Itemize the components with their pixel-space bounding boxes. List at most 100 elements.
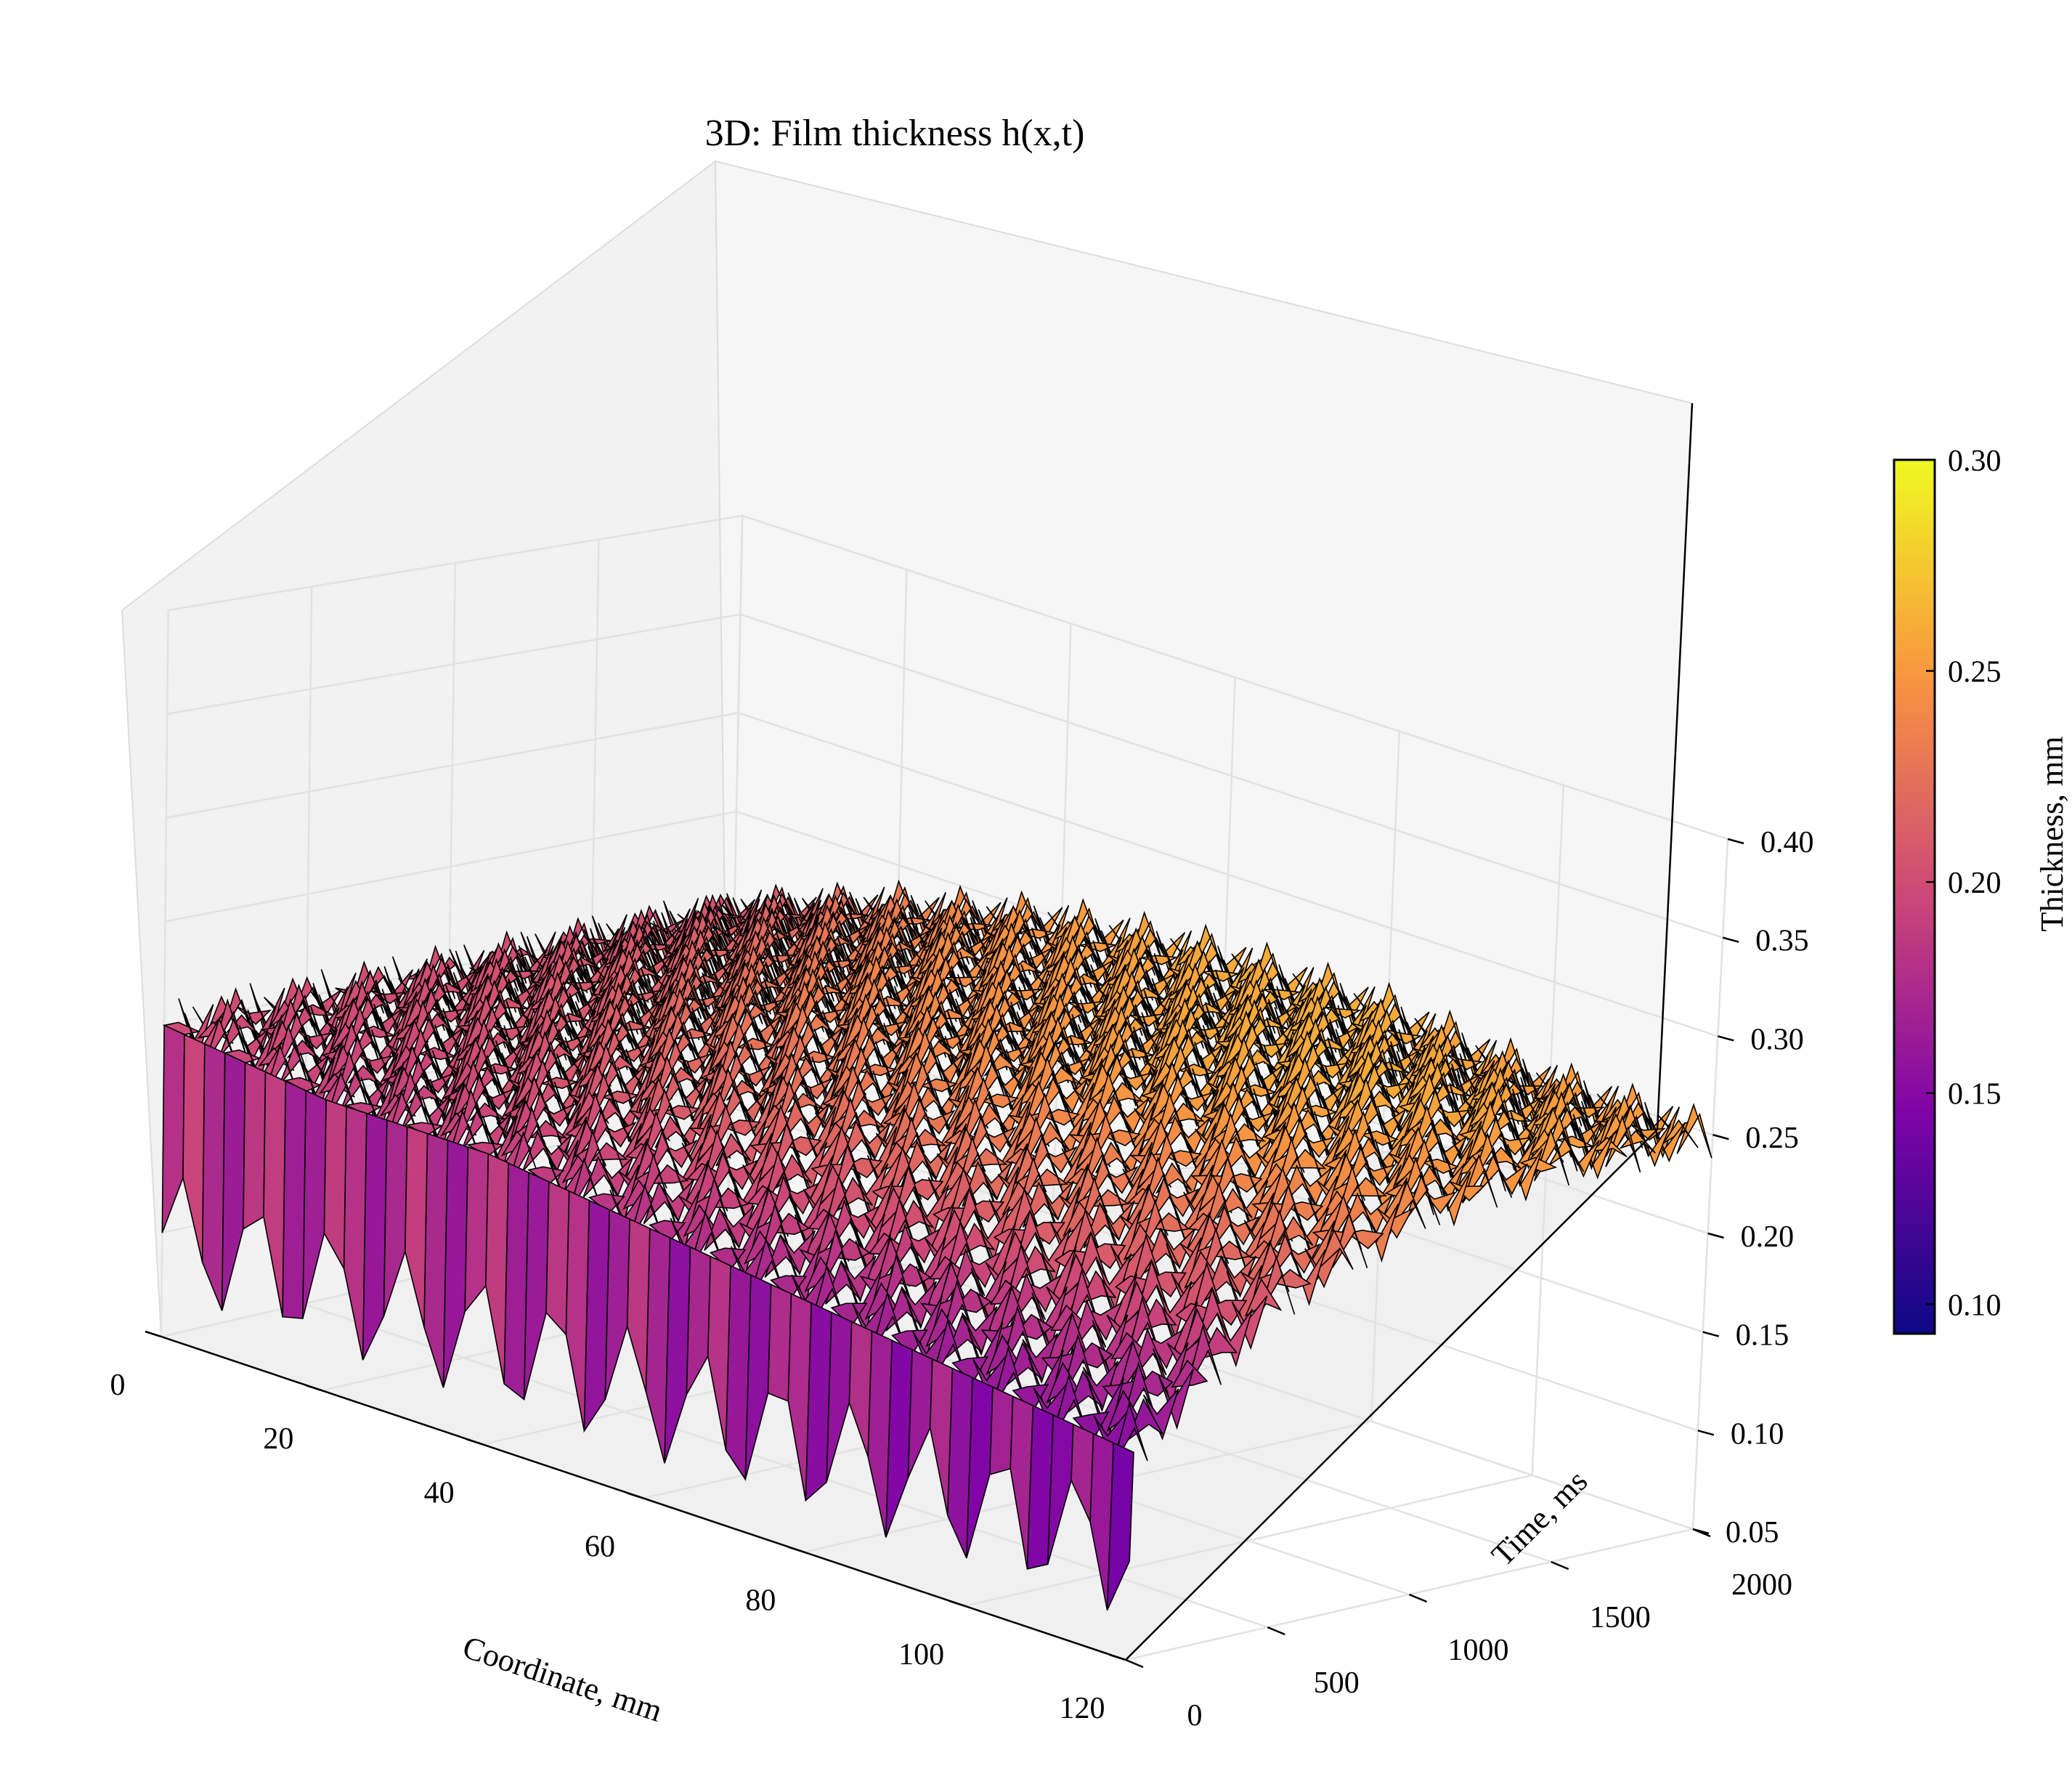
surface-patch xyxy=(1028,1221,1065,1245)
surface-skirt xyxy=(989,1386,1014,1475)
surface-patch xyxy=(1066,898,1103,952)
surface-patch xyxy=(643,1180,679,1225)
surface-patch xyxy=(1117,947,1154,1002)
z-tick-label: 0.35 xyxy=(1755,925,1809,958)
surface-skirt xyxy=(243,1061,267,1231)
z-tick-mark xyxy=(1697,1430,1715,1436)
x-tick-label: 40 xyxy=(424,1476,455,1510)
surface-skirt xyxy=(767,1283,792,1403)
x-tick-mark xyxy=(948,1600,966,1608)
surface-patch xyxy=(1507,1143,1543,1202)
surface-patch xyxy=(1548,1137,1585,1172)
x-tick-mark xyxy=(1109,1653,1126,1661)
y-tick-label: 500 xyxy=(1314,1666,1360,1700)
surface-patch xyxy=(778,1025,814,1076)
surface-patch xyxy=(1150,1271,1187,1298)
z-tick-label: 0.10 xyxy=(1731,1417,1784,1451)
y-tick-label: 0 xyxy=(1187,1699,1203,1733)
surface-patch xyxy=(655,1006,692,1055)
y-ticks: 0 500 1000 1500 2000 xyxy=(1125,1528,1792,1733)
surface-patch xyxy=(1398,1156,1434,1215)
surface-patch xyxy=(1145,1329,1184,1369)
z-tick-mark xyxy=(1717,1035,1734,1042)
surface-patch xyxy=(889,1108,925,1155)
z-tick-mark xyxy=(1707,1232,1724,1239)
surface-patch xyxy=(1031,1055,1067,1115)
z-tick-label: 0.40 xyxy=(1760,826,1814,859)
surface-patch xyxy=(773,1079,809,1138)
x-tick-mark xyxy=(787,1546,805,1553)
surface-patch xyxy=(1025,1050,1061,1095)
colorbar-label: Thickness, mm xyxy=(2034,737,2070,932)
z-tick-mark xyxy=(1727,838,1744,845)
surface-patch xyxy=(995,922,1031,976)
surface-patch xyxy=(592,1018,628,1073)
surface-patch xyxy=(972,1018,1008,1071)
x-axis-label: Coordinate, mm xyxy=(458,1629,667,1729)
surface-patch xyxy=(1071,1166,1108,1215)
surface-patch xyxy=(470,994,506,1048)
surface-patch xyxy=(397,1044,433,1100)
surface-patch xyxy=(1105,1082,1145,1105)
y-tick-label: 1000 xyxy=(1448,1634,1509,1667)
surface-patch xyxy=(1007,1187,1044,1249)
y-tick-label: 2000 xyxy=(1731,1568,1792,1602)
surface-patch xyxy=(1405,1174,1441,1225)
surface-skirt xyxy=(1106,1442,1134,1611)
x-ticks: 0 20 40 60 80 100 120 xyxy=(110,1330,1126,1725)
surface-patch xyxy=(1033,1030,1069,1085)
surface-patch xyxy=(1103,1129,1142,1147)
surface-patch xyxy=(950,1126,986,1175)
surface-patch xyxy=(764,1104,801,1162)
surface-patch xyxy=(1105,1005,1141,1061)
y-tick-mark xyxy=(1267,1626,1285,1636)
y-tick-label: 1500 xyxy=(1590,1601,1651,1634)
surface-patch xyxy=(1210,1300,1248,1326)
x-tick-mark xyxy=(627,1492,644,1499)
surface-patch xyxy=(788,981,824,1033)
colorbar-ticks: 0.10 0.15 0.20 0.25 0.30 xyxy=(1926,445,2002,1322)
z-tick-label: 0.15 xyxy=(1736,1319,1789,1353)
surface-patch xyxy=(1181,939,1217,991)
z-tick-mark xyxy=(1722,936,1739,943)
x-tick-label: 20 xyxy=(263,1422,293,1456)
z-tick-label: 0.05 xyxy=(1726,1516,1779,1549)
surface-patch xyxy=(631,1141,667,1191)
surface-skirt xyxy=(201,1042,226,1311)
surface-patch xyxy=(468,1018,504,1076)
surface-patch xyxy=(1284,1243,1321,1274)
surface-patch xyxy=(911,1005,947,1059)
surface-patch xyxy=(1291,1030,1327,1085)
surface-patch xyxy=(784,1136,822,1156)
grid-line-z xyxy=(166,712,1718,1037)
surface-skirt xyxy=(464,1146,489,1313)
surface-patch xyxy=(1089,1243,1126,1270)
surface-patch xyxy=(1086,1063,1122,1109)
surface-patch xyxy=(1407,1138,1443,1196)
surface-patch xyxy=(1285,1085,1322,1140)
x-tick-label: 60 xyxy=(585,1531,615,1564)
surface-patch xyxy=(1163,1188,1200,1217)
surface-patch xyxy=(909,1128,947,1148)
z-tick-label: 0.25 xyxy=(1745,1122,1799,1155)
x-tick-label: 100 xyxy=(898,1638,944,1671)
surface-patch xyxy=(1080,1135,1116,1196)
surface-patch xyxy=(1166,1102,1206,1125)
surface-patch xyxy=(1085,1301,1124,1341)
surface-patch xyxy=(946,1166,983,1228)
surface-patch xyxy=(1041,1146,1078,1174)
surface-patch xyxy=(860,955,896,1010)
y-tick-mark xyxy=(1409,1593,1427,1603)
x-tick-mark xyxy=(466,1438,484,1446)
z-tick-label: 0.30 xyxy=(1750,1023,1804,1056)
surface-patch xyxy=(1462,1154,1498,1208)
z-tick-mark xyxy=(1702,1331,1720,1337)
surface-patch xyxy=(1024,1273,1063,1313)
surface-patch xyxy=(1042,1109,1081,1126)
surface-skirt xyxy=(545,1180,570,1337)
surface-patch xyxy=(594,999,630,1047)
surface-patch xyxy=(1274,1268,1312,1289)
surface-patch xyxy=(1219,1055,1255,1106)
z-tick-label: 0.20 xyxy=(1741,1220,1795,1254)
